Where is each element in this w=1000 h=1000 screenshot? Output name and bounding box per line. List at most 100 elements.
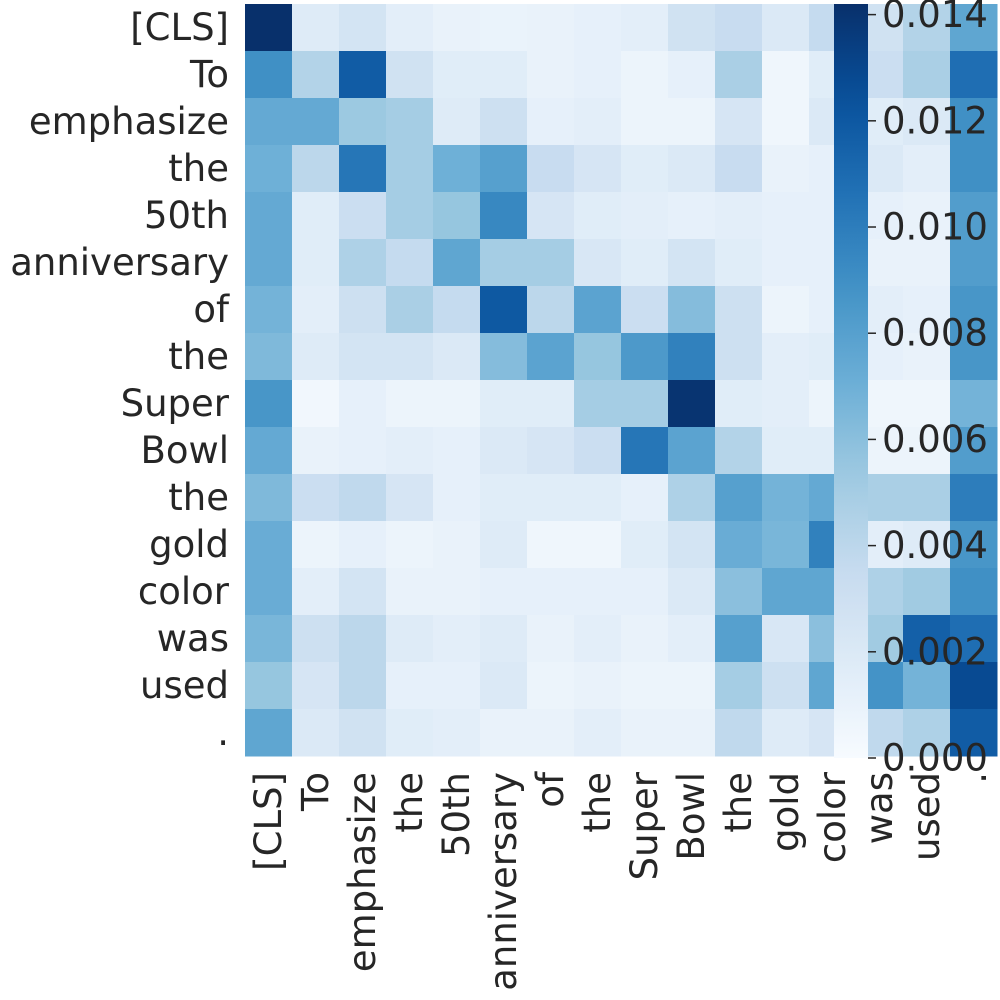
heatmap-cell-r4-c9 — [668, 192, 716, 240]
heatmap-cell-r1-c8 — [621, 51, 669, 99]
colorbar-tick-label: 0.004 — [882, 524, 988, 567]
heatmap-cell-r3-c4 — [433, 145, 481, 193]
heatmap-cell-r8-c2 — [339, 380, 387, 428]
y-tick-label: of — [193, 288, 230, 331]
heatmap-cell-r12-c15 — [950, 568, 998, 616]
x-tick-label: . — [952, 772, 995, 784]
heatmap-cell-r13-c8 — [621, 615, 669, 663]
heatmap-cell-r6-c0 — [245, 286, 293, 334]
heatmap-cell-r2-c4 — [433, 98, 481, 146]
heatmap-cell-r7-c11 — [762, 333, 810, 381]
y-tick-label: gold — [149, 523, 229, 566]
heatmap-cell-r9-c8 — [621, 427, 669, 475]
heatmap-cell-r0-c7 — [574, 4, 622, 52]
heatmap-cell-r9-c5 — [480, 427, 528, 475]
heatmap-cell-r15-c5 — [480, 709, 528, 757]
heatmap-cell-r15-c0 — [245, 709, 293, 757]
heatmap-cell-r12-c8 — [621, 568, 669, 616]
heatmap-cell-r3-c6 — [527, 145, 575, 193]
heatmap-cell-r10-c9 — [668, 474, 716, 522]
heatmap-cell-r6-c11 — [762, 286, 810, 334]
heatmap-cell-r12-c5 — [480, 568, 528, 616]
heatmap-cell-r5-c3 — [386, 239, 434, 287]
heatmap-cell-r0-c2 — [339, 4, 387, 52]
heatmap-cell-r15-c9 — [668, 709, 716, 757]
heatmap-cell-r1-c5 — [480, 51, 528, 99]
heatmap-cell-r13-c7 — [574, 615, 622, 663]
heatmap-cell-r5-c6 — [527, 239, 575, 287]
colorbar-tick-label: 0.010 — [882, 206, 988, 249]
heatmap-cell-r5-c9 — [668, 239, 716, 287]
heatmap-cell-r7-c1 — [292, 333, 340, 381]
heatmap-cell-r8-c3 — [386, 380, 434, 428]
heatmap-cell-r15-c1 — [292, 709, 340, 757]
y-tick-label: . — [217, 711, 229, 754]
heatmap-cell-r2-c2 — [339, 98, 387, 146]
heatmap-cell-r1-c6 — [527, 51, 575, 99]
heatmap-cell-r15-c6 — [527, 709, 575, 757]
heatmap-cell-r13-c5 — [480, 615, 528, 663]
heatmap-cell-r14-c7 — [574, 662, 622, 710]
heatmap-cell-r2-c10 — [715, 98, 763, 146]
heatmap-cell-r6-c4 — [433, 286, 481, 334]
heatmap-cell-r1-c1 — [292, 51, 340, 99]
heatmap-cell-r11-c9 — [668, 521, 716, 569]
heatmap-cell-r1-c7 — [574, 51, 622, 99]
x-tick-label: the — [717, 772, 760, 833]
colorbar-tick-label: 0.000 — [882, 737, 988, 780]
heatmap-cell-r3-c14 — [903, 145, 951, 193]
heatmap-cell-r13-c9 — [668, 615, 716, 663]
heatmap-cell-r10-c3 — [386, 474, 434, 522]
heatmap-cell-r8-c7 — [574, 380, 622, 428]
heatmap-cell-r9-c1 — [292, 427, 340, 475]
heatmap-cell-r9-c7 — [574, 427, 622, 475]
heatmap-cell-r13-c3 — [386, 615, 434, 663]
heatmap-cell-r15-c2 — [339, 709, 387, 757]
x-tick-label: Bowl — [670, 772, 713, 861]
x-tick-label: Super — [623, 771, 666, 880]
heatmap-cell-r6-c8 — [621, 286, 669, 334]
heatmap-cell-r14-c11 — [762, 662, 810, 710]
heatmap-cell-r4-c6 — [527, 192, 575, 240]
heatmap-cell-r14-c10 — [715, 662, 763, 710]
x-tick-label: the — [576, 772, 619, 833]
heatmap-cell-r12-c10 — [715, 568, 763, 616]
heatmap-cell-r15-c14 — [903, 709, 951, 757]
heatmap-cell-r0-c8 — [621, 4, 669, 52]
heatmap-cell-r5-c0 — [245, 239, 293, 287]
heatmap-cell-r5-c10 — [715, 239, 763, 287]
heatmap-cell-r4-c11 — [762, 192, 810, 240]
heatmap-cell-r2-c5 — [480, 98, 528, 146]
heatmap-cell-r11-c5 — [480, 521, 528, 569]
heatmap-cell-r1-c14 — [903, 51, 951, 99]
y-tick-label: Super — [121, 382, 230, 425]
heatmap-cell-r10-c7 — [574, 474, 622, 522]
heatmap-cell-r4-c3 — [386, 192, 434, 240]
heatmap-cell-r6-c1 — [292, 286, 340, 334]
y-axis-tick-labels: [CLS]Toemphasizethe50thanniversaryoftheS… — [10, 6, 230, 754]
heatmap-cell-r2-c0 — [245, 98, 293, 146]
heatmap-cell-r14-c3 — [386, 662, 434, 710]
heatmap-cell-r3-c10 — [715, 145, 763, 193]
heatmap-cell-r5-c2 — [339, 239, 387, 287]
heatmap-cell-r13-c0 — [245, 615, 293, 663]
x-tick-label: used — [905, 772, 948, 861]
heatmap-cell-r6-c14 — [903, 286, 951, 334]
heatmap-cell-r0-c1 — [292, 4, 340, 52]
heatmap-cell-r8-c1 — [292, 380, 340, 428]
heatmap-cell-r9-c6 — [527, 427, 575, 475]
heatmap-cell-r4-c14 — [903, 192, 951, 240]
heatmap-cell-r11-c14 — [903, 521, 951, 569]
heatmap-cell-r9-c11 — [762, 427, 810, 475]
heatmap-cell-r9-c9 — [668, 427, 716, 475]
heatmap-cell-r13-c2 — [339, 615, 387, 663]
heatmap-cell-r1-c4 — [433, 51, 481, 99]
heatmap-cell-r15-c15 — [950, 709, 998, 757]
heatmap-cell-r0-c15 — [950, 4, 998, 52]
heatmap-cell-r2-c14 — [903, 98, 951, 146]
x-tick-label: the — [388, 772, 431, 833]
heatmap-cell-r8-c9 — [668, 380, 716, 428]
heatmap-cell-r3-c5 — [480, 145, 528, 193]
y-tick-label: [CLS] — [130, 6, 229, 49]
x-tick-label: 50th — [435, 772, 478, 857]
